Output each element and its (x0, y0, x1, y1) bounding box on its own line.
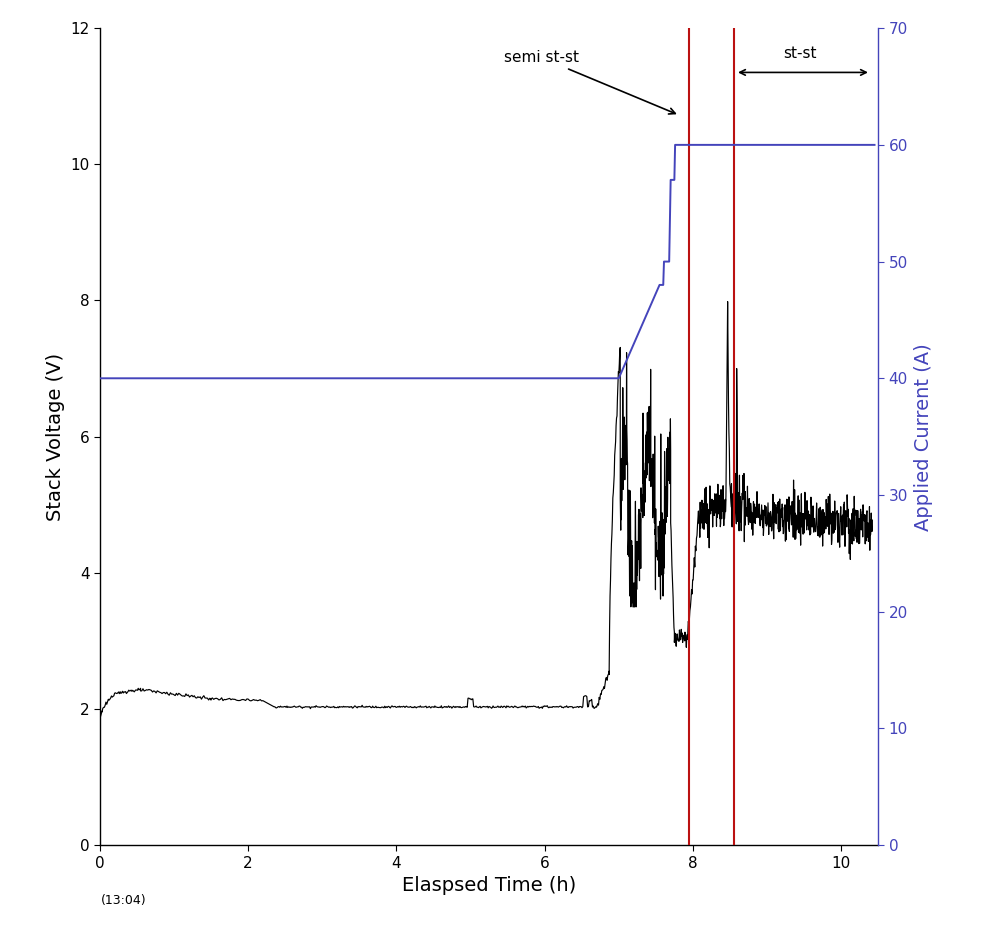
Text: st-st: st-st (783, 46, 817, 61)
Text: semi st-st: semi st-st (504, 50, 676, 114)
X-axis label: Elaspsed Time (h): Elaspsed Time (h) (402, 876, 576, 895)
Y-axis label: Stack Voltage (V): Stack Voltage (V) (46, 352, 65, 521)
Y-axis label: Applied Current (A): Applied Current (A) (913, 343, 932, 531)
Text: (13:04): (13:04) (101, 894, 147, 907)
